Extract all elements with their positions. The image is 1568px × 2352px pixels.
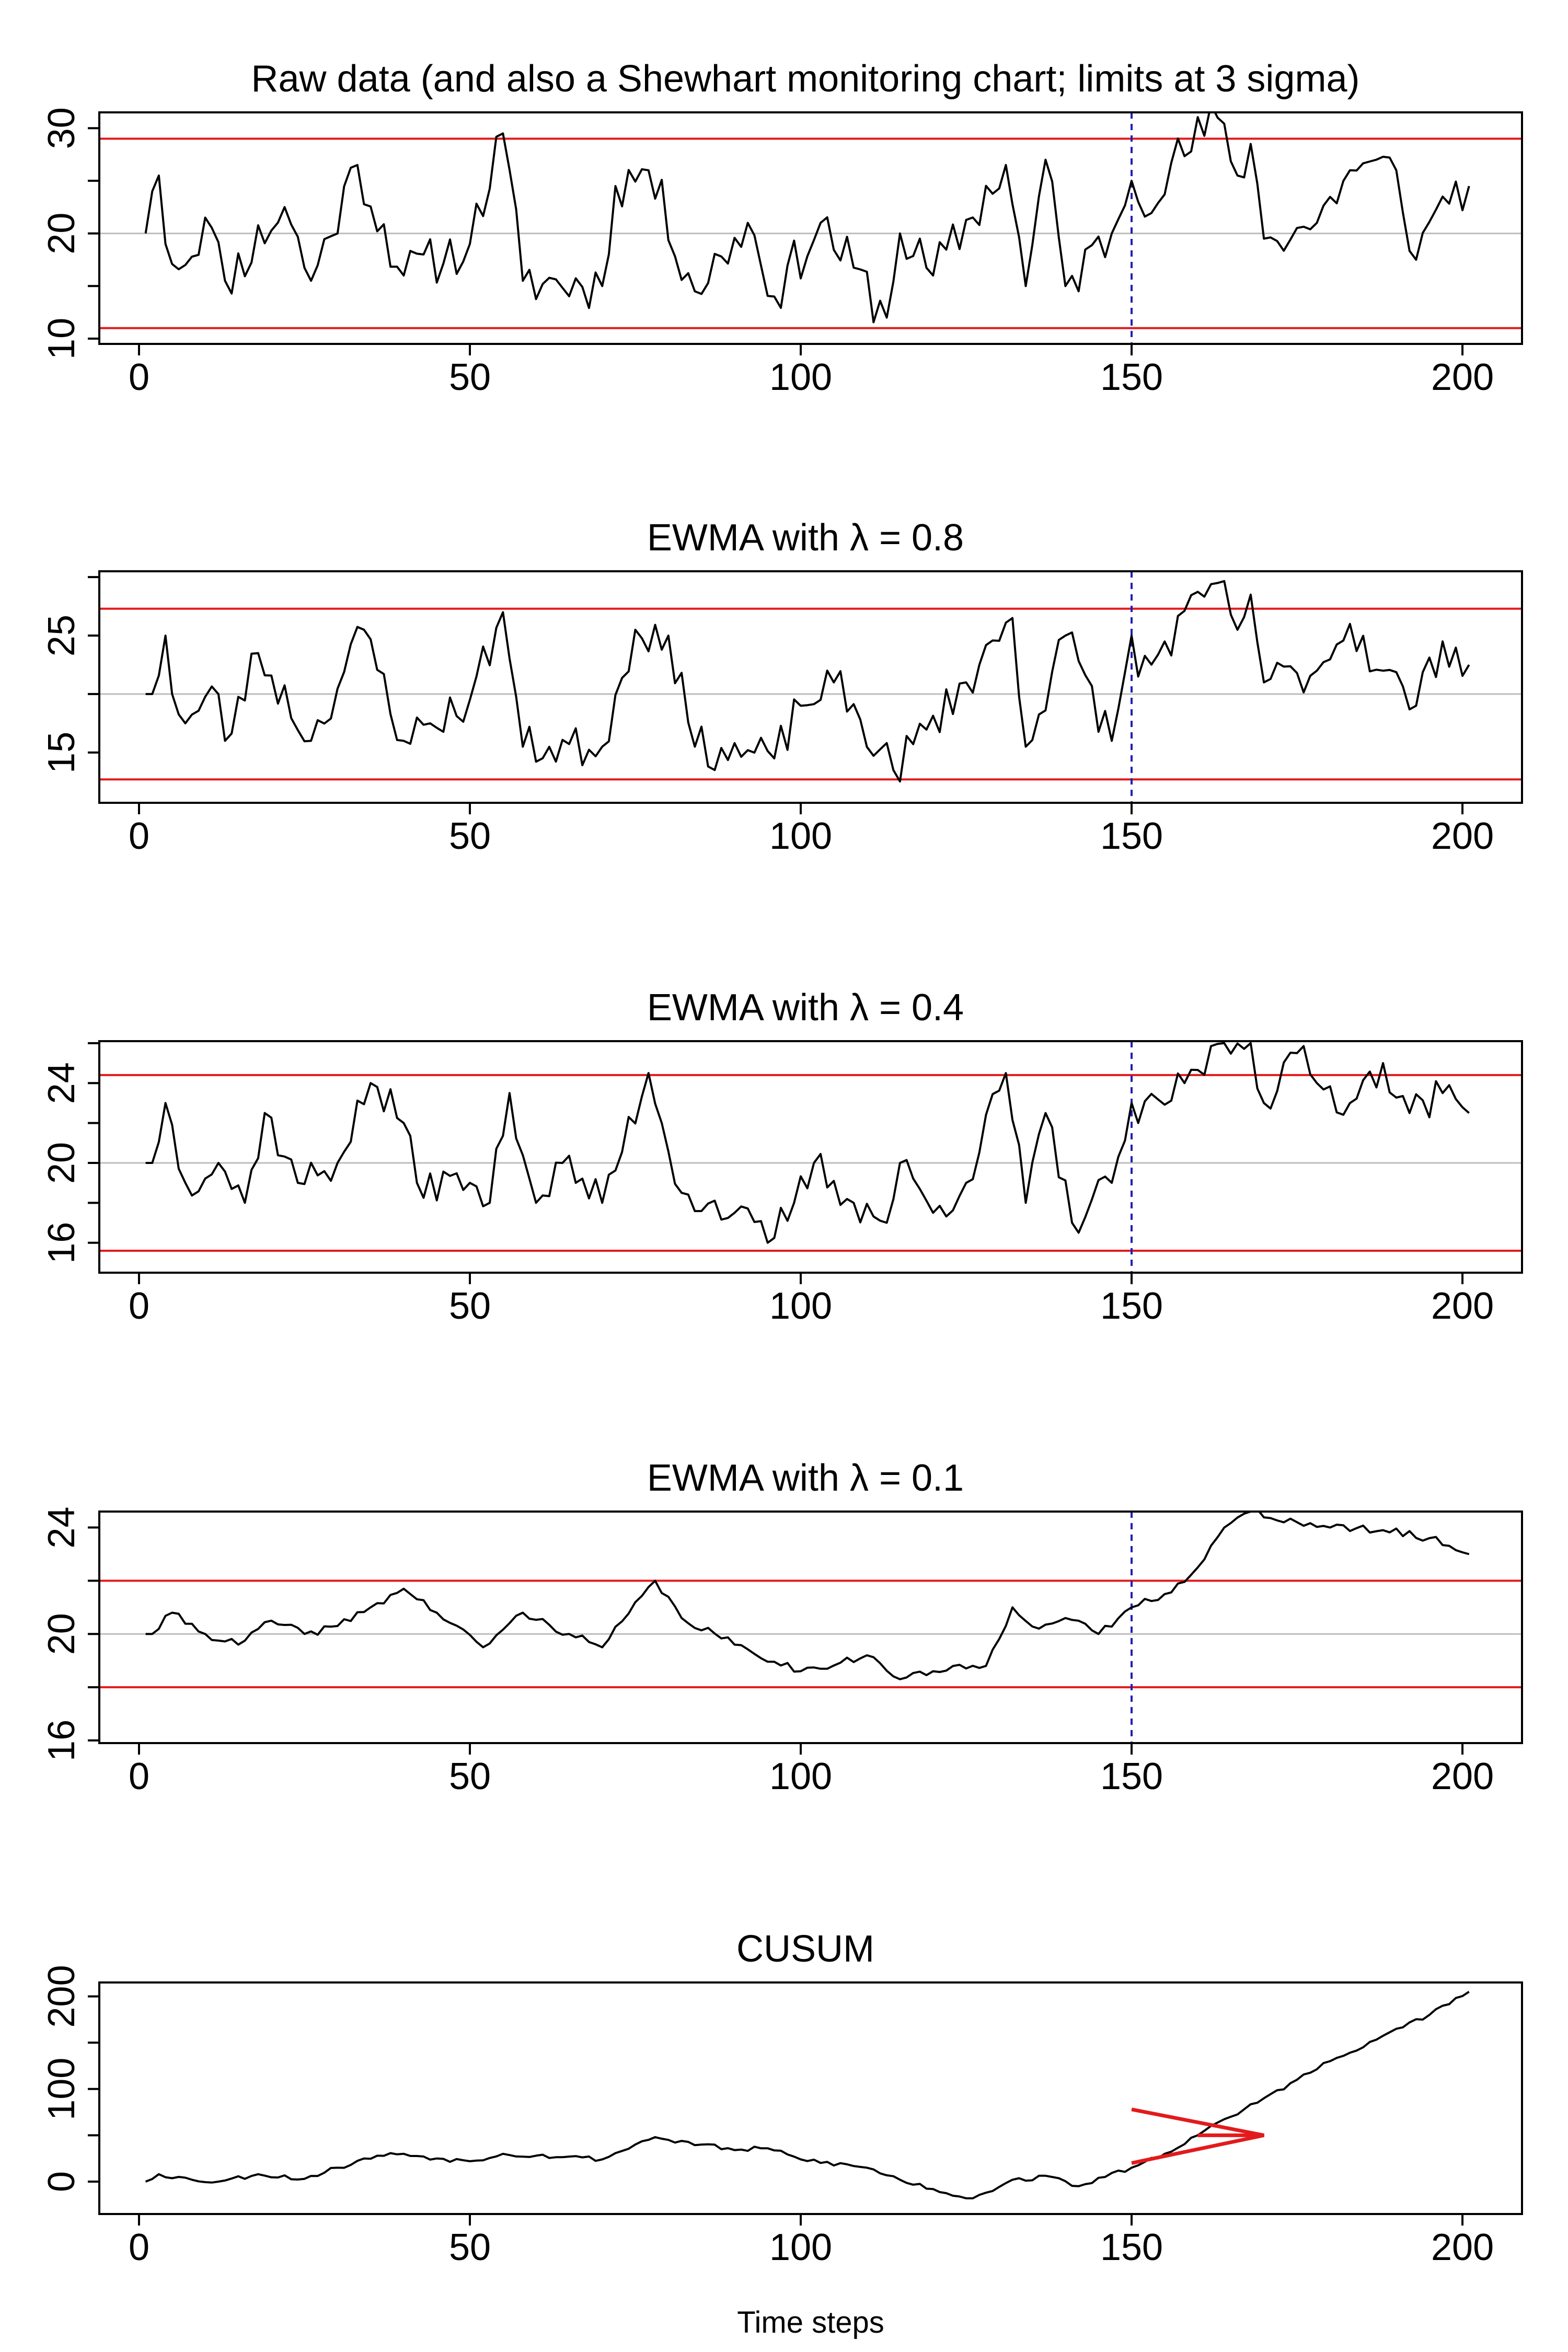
x-tick-label: 200	[1431, 1285, 1494, 1327]
plot-frame	[98, 1040, 1523, 1274]
panel-4: EWMA with λ = 0.1 0 50 100 150 200 16 20 24	[41, 1457, 1523, 1797]
x-tick-label: 0	[129, 356, 149, 398]
x-tick-label: 150	[1100, 2227, 1163, 2268]
y-tick-label: 0	[41, 2171, 83, 2192]
panel-1: Raw data (and also a Shewhart monitoring…	[41, 58, 1523, 398]
x-tick-label: 150	[1100, 1756, 1163, 1797]
plot-frame	[98, 1511, 1523, 1744]
x-tick-label: 50	[449, 2227, 491, 2268]
y-tick-label: 15	[41, 732, 83, 774]
x-tick-label: 0	[129, 1756, 149, 1797]
panel-3-title: EWMA with λ = 0.4	[647, 987, 964, 1029]
y-tick-label: 24	[41, 1062, 83, 1104]
y-tick-label: 20	[41, 213, 83, 255]
x-tick-label: 0	[129, 1285, 149, 1327]
x-tick-label: 0	[129, 815, 149, 857]
panel-5-title: CUSUM	[736, 1928, 874, 1970]
y-tick-label: 10	[41, 318, 83, 360]
x-tick-label: 50	[449, 815, 491, 857]
x-tick-label: 200	[1431, 815, 1494, 857]
x-tick-label: 150	[1100, 815, 1163, 857]
series-line	[145, 1042, 1470, 1244]
series-line	[145, 1512, 1470, 1680]
x-tick-label: 100	[769, 815, 832, 857]
y-tick-label: 16	[41, 1222, 83, 1264]
x-tick-label: 0	[129, 2227, 149, 2268]
y-tick-label: 25	[41, 615, 83, 656]
plot-frame	[98, 111, 1523, 345]
x-tick-label: 100	[769, 1756, 832, 1797]
y-tick-label: 30	[41, 107, 83, 149]
x-tick-label: 200	[1431, 1756, 1494, 1797]
x-tick-label: 100	[769, 356, 832, 398]
x-tick-label: 50	[449, 1285, 491, 1327]
panel-3: EWMA with λ = 0.4 0 50 100 150 200 16 20 24	[41, 987, 1523, 1327]
x-tick-label: 100	[769, 2227, 832, 2268]
x-tick-label: 50	[449, 356, 491, 398]
panel-1-title: Raw data (and also a Shewhart monitoring…	[251, 58, 1360, 100]
y-tick-label: 200	[41, 1965, 83, 2028]
plot-frame	[98, 1981, 1523, 2215]
x-tick-label: 50	[449, 1756, 491, 1797]
panel-4-title: EWMA with λ = 0.1	[647, 1457, 964, 1499]
x-tick-label: 150	[1100, 1285, 1163, 1327]
panels: Raw data (and also a Shewhart monitoring…	[41, 58, 1523, 2268]
x-tick-label: 200	[1431, 2227, 1494, 2268]
x-axis-label: Time steps	[737, 2305, 884, 2339]
x-tick-label: 150	[1100, 356, 1163, 398]
series-line	[145, 1991, 1470, 2199]
panel-2-title: EWMA with λ = 0.8	[647, 517, 964, 559]
panel-5: CUSUM 0 50 100 150 200 0 100 200	[41, 1928, 1523, 2268]
series-line	[144, 112, 1470, 324]
x-tick-label: 200	[1431, 356, 1494, 398]
y-tick-label: 20	[41, 1142, 83, 1184]
y-tick-label: 16	[41, 1720, 83, 1761]
x-tick-label: 100	[769, 1285, 832, 1327]
series-line	[145, 580, 1470, 783]
panel-2: EWMA with λ = 0.8 0 50 100 150 200 15 25	[41, 517, 1523, 857]
y-tick-label: 100	[41, 2058, 83, 2120]
y-tick-label: 24	[41, 1507, 83, 1549]
y-tick-label: 20	[41, 1613, 83, 1655]
plot-frame	[98, 570, 1523, 804]
